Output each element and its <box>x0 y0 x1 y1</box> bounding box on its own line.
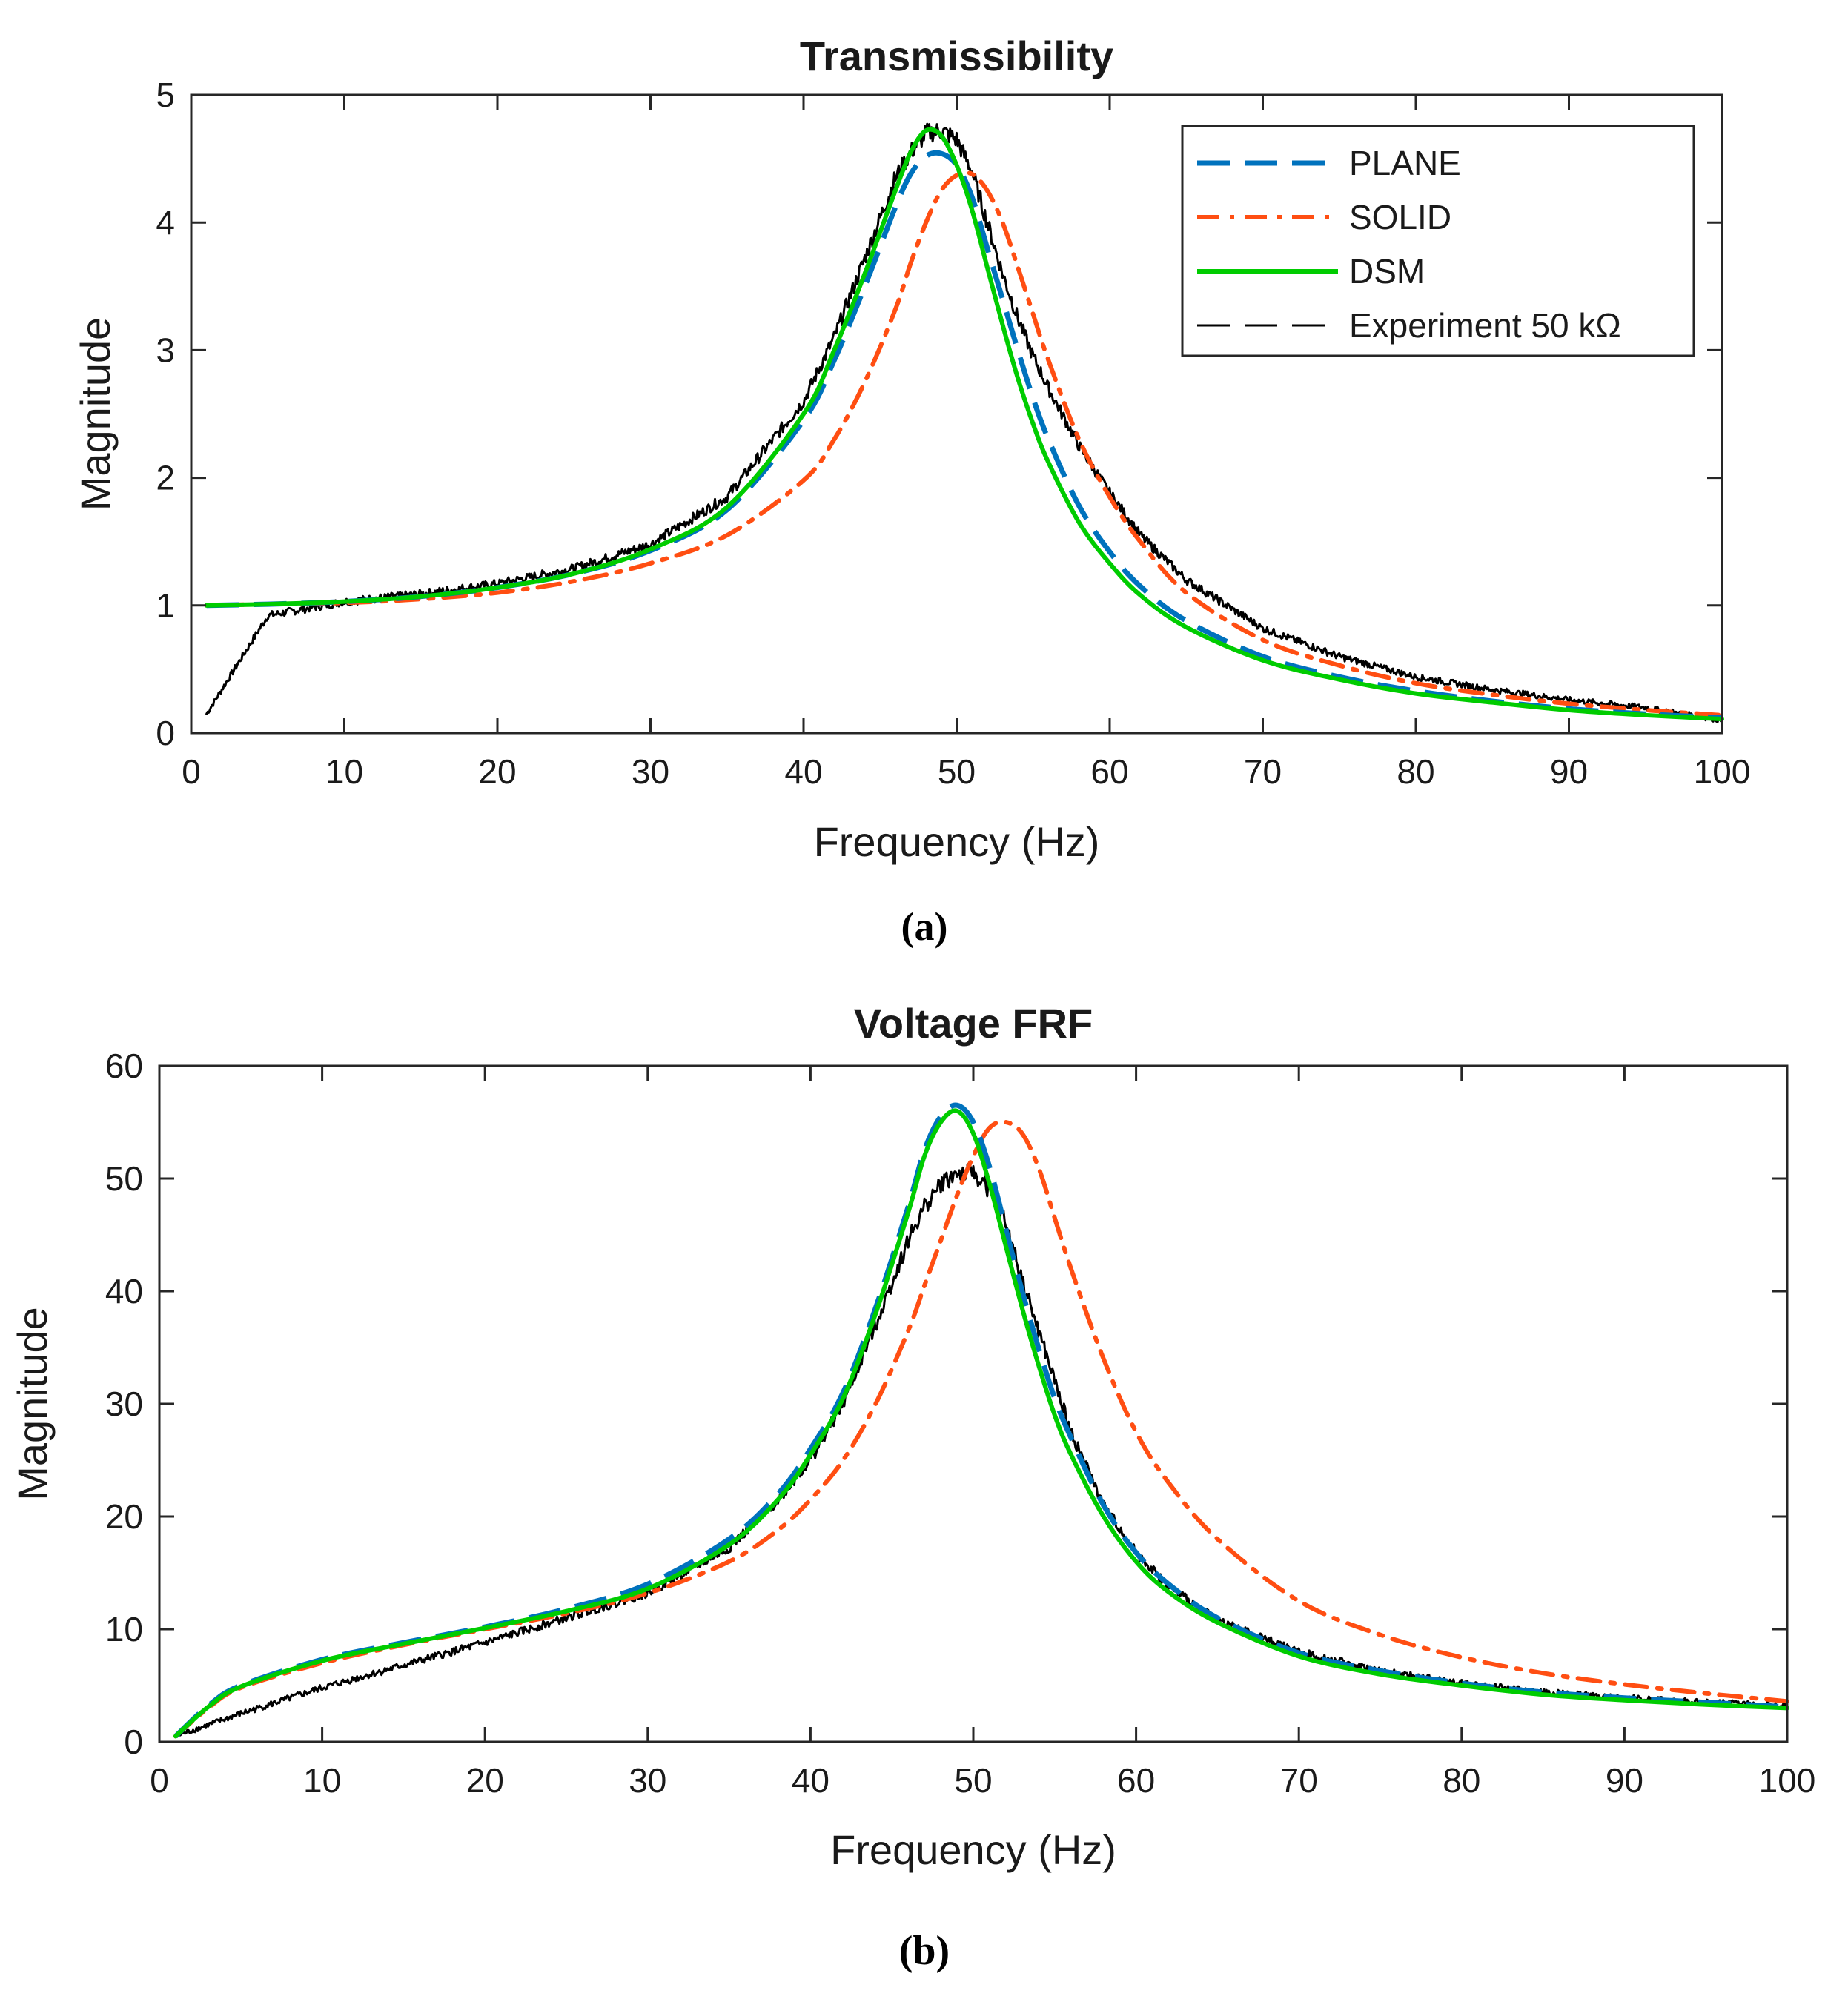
legend-label: SOLID <box>1349 198 1451 236</box>
y-tick-label: 0 <box>124 1723 143 1761</box>
panel-label-a: (a) <box>901 904 948 949</box>
x-tick-label: 20 <box>466 1761 504 1800</box>
series-line-solid <box>173 1119 1789 1739</box>
x-tick-label: 30 <box>629 1761 666 1800</box>
x-tick-label: 60 <box>1090 752 1128 791</box>
chart-title: Transmissibility <box>800 33 1113 79</box>
y-tick-label: 60 <box>105 1047 143 1085</box>
x-tick-label: 0 <box>150 1761 169 1800</box>
y-tick-label: 50 <box>105 1159 143 1198</box>
y-tick-label: 2 <box>156 459 175 497</box>
y-axis-label: Magnitude <box>72 317 119 511</box>
x-tick-label: 20 <box>478 752 516 791</box>
chart-title: Voltage FRF <box>854 1000 1093 1047</box>
series-line-dsm <box>173 1108 1789 1739</box>
series-line-experiment-50-k <box>174 1162 1789 1738</box>
y-tick-label: 5 <box>156 76 175 114</box>
x-tick-label: 50 <box>954 1761 992 1800</box>
x-tick-label: 70 <box>1280 1761 1318 1800</box>
y-tick-label: 40 <box>105 1272 143 1310</box>
legend-label: Experiment 50 kΩ <box>1349 306 1621 345</box>
series-line-dsm <box>204 127 1724 722</box>
legend-label: PLANE <box>1349 144 1461 182</box>
y-tick-label: 30 <box>105 1385 143 1423</box>
y-tick-label: 4 <box>156 203 175 242</box>
x-axis-label: Frequency (Hz) <box>814 818 1100 865</box>
x-tick-label: 50 <box>938 752 976 791</box>
x-tick-label: 10 <box>303 1761 341 1800</box>
series-line-plane <box>206 150 1723 720</box>
y-tick-label: 1 <box>156 586 175 625</box>
x-tick-label: 100 <box>1694 752 1751 791</box>
x-tick-label: 0 <box>182 752 201 791</box>
x-tick-label: 60 <box>1117 1761 1155 1800</box>
panel-label-b: (b) <box>899 1928 950 1974</box>
y-axis-label: Magnitude <box>9 1307 56 1501</box>
x-tick-label: 90 <box>1550 752 1588 791</box>
x-tick-label: 10 <box>325 752 363 791</box>
y-tick-label: 10 <box>105 1610 143 1648</box>
x-tick-label: 90 <box>1606 1761 1643 1800</box>
y-tick-label: 3 <box>156 331 175 369</box>
x-tick-label: 80 <box>1397 752 1434 791</box>
series-line-solid <box>204 170 1724 717</box>
y-tick-label: 0 <box>156 714 175 752</box>
chart-voltage-frf: 0 10 20 30 40 50 60 70 80 90 100 0 10 20 30 40 50 60 Volt… <box>9 1000 1815 1873</box>
x-axis-label: Frequency (Hz) <box>830 1826 1116 1873</box>
x-tick-label: 70 <box>1244 752 1282 791</box>
legend: PLANE SOLID DSM Experiment 50 kΩ <box>1181 125 1695 357</box>
x-tick-label: 40 <box>784 752 822 791</box>
series-line-experiment-50-k <box>205 122 1723 723</box>
x-tick-label: 30 <box>632 752 669 791</box>
chart-transmissibility: 0 10 20 30 40 50 60 70 80 90 100 0 1 2 3 4 5 Transmissib… <box>72 33 1750 865</box>
y-tick-label: 20 <box>105 1497 143 1536</box>
x-tick-label: 40 <box>792 1761 829 1800</box>
x-tick-label: 80 <box>1443 1761 1480 1800</box>
legend-label: DSM <box>1349 252 1425 291</box>
x-tick-label: 100 <box>1759 1761 1816 1800</box>
